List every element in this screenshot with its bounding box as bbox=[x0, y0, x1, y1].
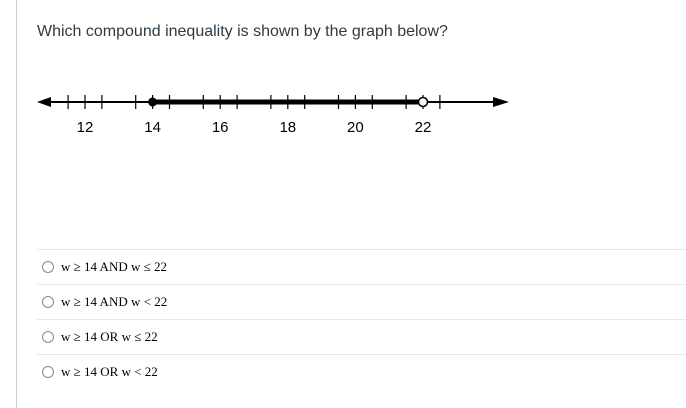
answer-option-3[interactable]: w ≥ 14 OR w ≤ 22 bbox=[37, 319, 686, 354]
answer-option-4[interactable]: w ≥ 14 OR w < 22 bbox=[37, 354, 686, 389]
tick-label: 18 bbox=[279, 119, 296, 136]
open-point bbox=[417, 96, 429, 108]
tick-label: 16 bbox=[212, 119, 229, 136]
radio-button[interactable] bbox=[42, 261, 54, 273]
answer-option-2[interactable]: w ≥ 14 AND w < 22 bbox=[37, 284, 686, 319]
left-arrow-icon bbox=[37, 97, 51, 107]
answer-label: w ≥ 14 OR w < 22 bbox=[61, 364, 158, 379]
radio-button[interactable] bbox=[42, 331, 54, 343]
radio-button[interactable] bbox=[42, 296, 54, 308]
question-text: Which compound inequality is shown by th… bbox=[37, 23, 448, 40]
closed-point bbox=[148, 97, 158, 107]
answer-option-1[interactable]: w ≥ 14 AND w ≤ 22 bbox=[37, 249, 686, 284]
tick-label: 22 bbox=[415, 119, 432, 136]
tick-label: 12 bbox=[77, 119, 94, 136]
answer-list: w ≥ 14 AND w ≤ 22 w ≥ 14 AND w < 22 w ≥ … bbox=[37, 249, 686, 389]
right-arrow-icon bbox=[493, 97, 509, 107]
radio-button[interactable] bbox=[42, 366, 54, 378]
number-line-svg: 12 14 16 18 20 22 bbox=[37, 95, 509, 136]
content-left-border bbox=[16, 0, 17, 408]
answer-label: w ≥ 14 AND w ≤ 22 bbox=[61, 259, 167, 274]
tick-label: 20 bbox=[347, 119, 364, 136]
number-line-graph: 12 14 16 18 20 22 bbox=[37, 88, 509, 138]
answer-label: w ≥ 14 AND w < 22 bbox=[61, 294, 168, 309]
answer-label: w ≥ 14 OR w ≤ 22 bbox=[61, 329, 158, 344]
tick-label: 14 bbox=[144, 119, 161, 136]
